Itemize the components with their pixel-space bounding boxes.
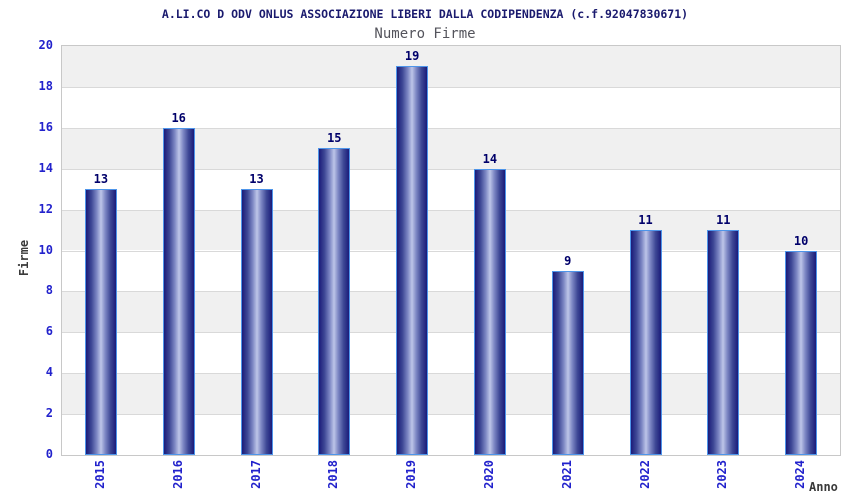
bar-value-label-2019: 19 [404, 49, 420, 64]
y-tick-label-0: 0 [45, 447, 53, 461]
bar-2015 [84, 189, 117, 455]
x-tick-label-2019: 2019 [404, 460, 419, 489]
x-tick-label-2022: 2022 [637, 460, 652, 489]
bar-value-label-2015: 13 [93, 172, 109, 187]
x-tick-label-2021: 2021 [559, 460, 574, 489]
y-tick-label-4: 4 [45, 365, 53, 380]
bar-2020 [473, 168, 506, 455]
grid-band [62, 86, 840, 128]
x-tick-label-2015: 2015 [92, 460, 107, 489]
bar-2016 [162, 127, 195, 455]
x-tick-label-2018: 2018 [326, 460, 341, 489]
y-tick-label-12: 12 [38, 201, 53, 216]
bar-2018 [318, 148, 351, 455]
plot-area: 13 16 13 15 19 14 9 11 11 10 [61, 45, 841, 456]
bar-2022 [629, 230, 662, 455]
y-tick-label-18: 18 [38, 78, 53, 93]
y-tick-label-20: 20 [38, 38, 53, 52]
bar-value-label-2021: 9 [564, 253, 572, 268]
bar-2024 [785, 250, 818, 455]
x-tick-label-2023: 2023 [715, 460, 730, 489]
y-tick-label-16: 16 [38, 119, 53, 134]
bar-value-label-2017: 13 [249, 172, 264, 187]
grid-band [62, 46, 840, 87]
y-tick-label-14: 14 [38, 160, 53, 175]
bar-value-label-2016: 16 [171, 110, 186, 125]
bar-value-label-2018: 15 [327, 131, 342, 146]
bar-2017 [240, 189, 273, 455]
y-tick-label-2: 2 [45, 406, 53, 421]
y-tick-label-8: 8 [45, 283, 53, 298]
bar-value-label-2020: 14 [482, 151, 498, 166]
bar-2019 [396, 66, 429, 455]
chart-title: A.LI.CO D ODV ONLUS ASSOCIAZIONE LIBERI … [161, 7, 689, 21]
x-tick-label-2024: 2024 [793, 460, 808, 489]
x-tick-label-2020: 2020 [481, 460, 496, 489]
bar-value-label-2024: 10 [793, 233, 809, 248]
x-tick-label-2016: 2016 [170, 460, 185, 489]
bar-value-label-2023: 11 [716, 213, 731, 228]
y-tick-label-10: 10 [38, 242, 53, 257]
y-tick-label-6: 6 [45, 324, 53, 339]
x-tick-label-2017: 2017 [248, 460, 263, 489]
bar-2021 [551, 270, 584, 455]
bar-value-label-2022: 11 [638, 213, 653, 228]
x-axis-title: Anno [809, 480, 838, 494]
chart-subtitle: Numero Firme [374, 26, 476, 42]
bar-2023 [707, 230, 740, 455]
